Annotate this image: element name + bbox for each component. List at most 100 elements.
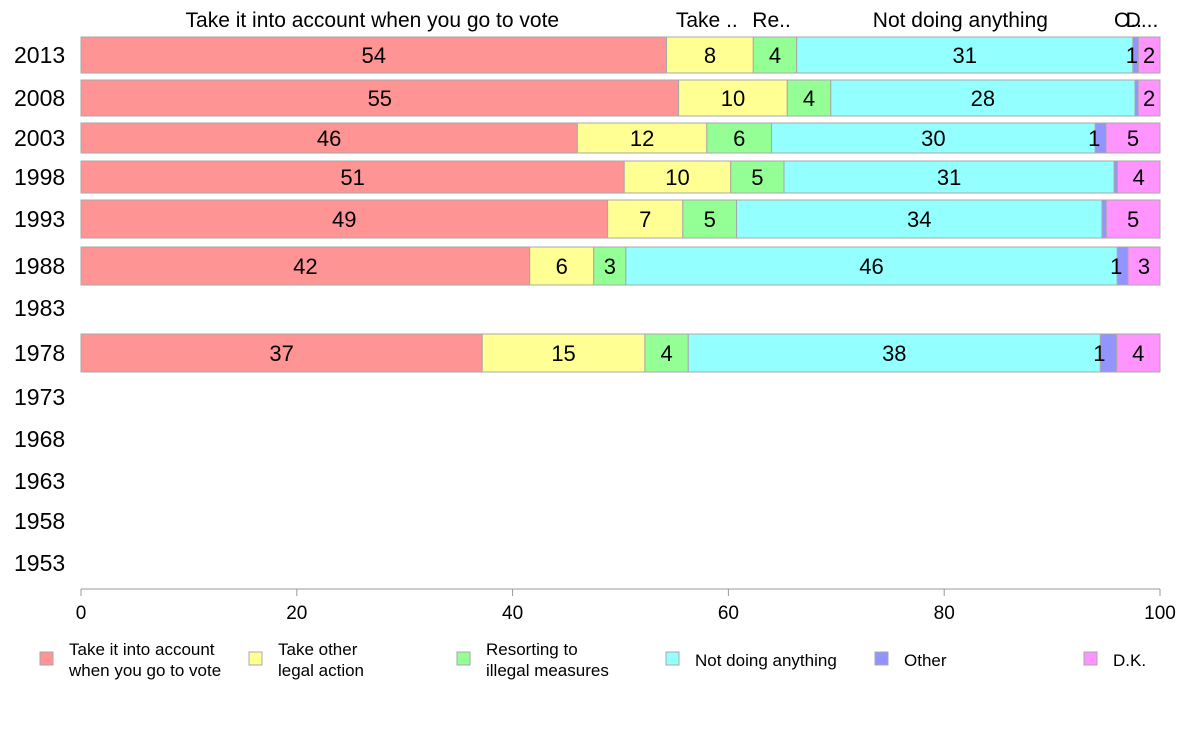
data-label-2003-series-3: 30: [921, 126, 945, 151]
column-header-1: Take ..: [676, 9, 738, 32]
legend-swatch-5: [1083, 651, 1098, 666]
bar-1978-series-1: [481, 333, 646, 373]
data-label-1988-series-0: 42: [293, 254, 317, 279]
legend-swatch-4: [874, 651, 889, 666]
data-label-2013-series-1: 8: [704, 43, 716, 68]
legend-swatch-0: [39, 651, 54, 666]
column-header-0: Take it into account when you go to vote: [186, 9, 560, 32]
column-header-2: Re..: [752, 9, 791, 32]
legend-label-0-1: when you go to vote: [68, 661, 221, 680]
bar-2013-series-1: [666, 36, 754, 74]
data-label-1993-series-5: 5: [1127, 207, 1139, 232]
column-header-5: D...: [1126, 9, 1159, 32]
year-label-1983: 1983: [14, 295, 65, 321]
data-label-1993-series-1: 7: [639, 207, 651, 232]
legend-label-2-0: Resorting to: [486, 640, 578, 659]
bar-1978-series-5: [1116, 333, 1161, 373]
legend-swatch-3: [665, 651, 680, 666]
data-label-1978-series-1: 15: [551, 341, 575, 366]
data-label-2013-series-0: 54: [362, 43, 386, 68]
year-label-1988: 1988: [14, 253, 65, 279]
data-label-1978-series-4: 1: [1093, 341, 1105, 366]
x-tick-label-0: 0: [76, 603, 87, 624]
bar-2003-series-5: [1105, 122, 1161, 154]
data-label-1993-series-2: 5: [704, 207, 716, 232]
data-label-2003-series-5: 5: [1127, 126, 1139, 151]
bar-2008-series-1: [678, 79, 788, 117]
data-label-1993-series-3: 34: [907, 207, 931, 232]
year-axis-labels: 2013 2008 2003 1998 1993 1988 1983 1978 1973 1968…: [14, 42, 65, 576]
data-label-1998-series-5: 4: [1133, 165, 1145, 190]
bar-1993-series-3: [736, 199, 1103, 239]
bar-1988-series-0: [80, 246, 531, 286]
data-label-2003-series-0: 46: [317, 126, 341, 151]
bar-1993-series-1: [607, 199, 684, 239]
year-label-1993: 1993: [14, 206, 65, 232]
year-label-1998: 1998: [14, 164, 65, 190]
year-label-1953: 1953: [14, 550, 65, 576]
data-label-1988-series-1: 6: [556, 254, 568, 279]
data-label-1998-series-3: 31: [937, 165, 961, 190]
x-tick-label-100: 100: [1144, 603, 1176, 624]
bar-1998-series-2: [730, 160, 785, 194]
data-label-2013-series-3: 31: [953, 43, 977, 68]
bar-2003-series-2: [706, 122, 773, 154]
column-header-4: O..: [1114, 9, 1142, 32]
data-label-2013-series-2: 4: [769, 43, 781, 68]
data-label-2008-series-5: 2: [1143, 86, 1155, 111]
bar-2008-series-3: [830, 79, 1136, 117]
data-label-1978-series-5: 4: [1132, 341, 1144, 366]
legend-swatch-2: [456, 651, 471, 666]
data-label-1978-series-2: 4: [660, 341, 672, 366]
data-label-2003-series-1: 12: [630, 126, 654, 151]
bar-2003-series-1: [576, 122, 708, 154]
bar-2008-series-0: [80, 79, 680, 117]
data-label-1998-series-0: 51: [340, 165, 364, 190]
data-label-2008-series-0: 55: [368, 86, 392, 111]
data-label-1988-series-2: 3: [604, 254, 616, 279]
bar-1993-series-5: [1105, 199, 1161, 239]
data-label-2013-series-4: 1: [1126, 43, 1138, 68]
bar-1988-series-5: [1127, 246, 1161, 286]
data-label-1998-series-1: 10: [665, 165, 689, 190]
bar-1998-series-3: [783, 160, 1115, 194]
legend-label-4-0: Other: [904, 651, 947, 670]
year-label-1968: 1968: [14, 426, 65, 452]
bar-1978-series-3: [687, 333, 1101, 373]
bars-area: 54 8 4 31 1 255 10 4 28 246 12 6 30 1 551 10 5 31 449 7 5 34 5…: [80, 36, 1161, 373]
year-label-1973: 1973: [14, 384, 65, 410]
bar-2008-series-5: [1137, 79, 1161, 117]
year-label-1978: 1978: [14, 340, 65, 366]
data-label-2003-series-2: 6: [733, 126, 745, 151]
x-tick-label-60: 60: [718, 603, 739, 624]
x-tick-label-20: 20: [286, 603, 307, 624]
bar-1988-series-2: [593, 246, 627, 286]
data-label-1993-series-0: 49: [332, 207, 356, 232]
x-axis: 0 20 40 60 80 100: [76, 588, 1176, 624]
year-label-2003: 2003: [14, 125, 65, 151]
data-label-1988-series-3: 46: [859, 254, 883, 279]
column-headers: Take it into account when you go to vote…: [186, 9, 1159, 32]
column-header-3: Not doing anything: [873, 9, 1048, 32]
bar-1998-series-5: [1116, 160, 1161, 194]
x-tick-label-80: 80: [934, 603, 955, 624]
year-label-2008: 2008: [14, 85, 65, 111]
year-label-1963: 1963: [14, 468, 65, 494]
data-label-1988-series-4: 1: [1110, 254, 1122, 279]
bar-2013-series-5: [1137, 36, 1161, 74]
bar-1993-series-0: [80, 199, 609, 239]
bar-1988-series-1: [529, 246, 595, 286]
legend-swatch-1: [248, 651, 263, 666]
data-label-1988-series-5: 3: [1138, 254, 1150, 279]
legend-label-3-0: Not doing anything: [695, 651, 837, 670]
data-label-1978-series-3: 38: [882, 341, 906, 366]
x-tick-label-40: 40: [502, 603, 523, 624]
data-label-1978-series-0: 37: [269, 341, 293, 366]
data-label-2008-series-3: 28: [971, 86, 995, 111]
legend-label-0-0: Take it into account: [69, 640, 215, 659]
data-label-2008-series-1: 10: [721, 86, 745, 111]
data-label-2008-series-2: 4: [803, 86, 815, 111]
data-label-2013-series-5: 2: [1143, 43, 1155, 68]
bar-1988-series-3: [625, 246, 1118, 286]
